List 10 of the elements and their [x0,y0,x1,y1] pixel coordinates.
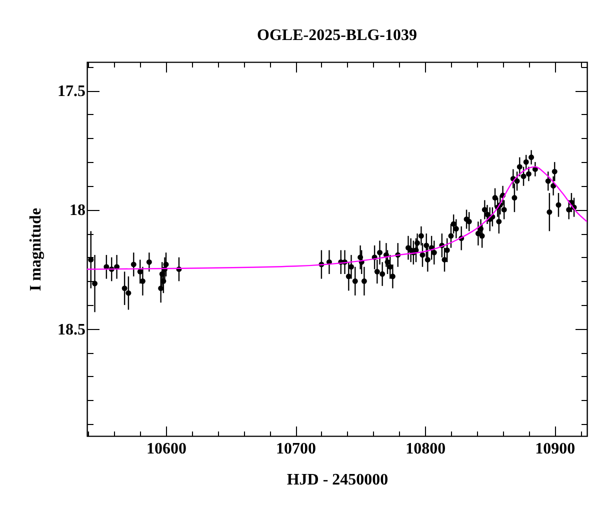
y-tick-label: 17.5 [58,83,86,100]
x-axis-title: HJD - 2450000 [286,472,388,488]
y-tick-label: 18.5 [58,321,86,338]
x-tick-label: 10700 [276,440,316,458]
y-axis-title: I magnitude [28,208,44,292]
x-tick-label: 10800 [406,440,446,458]
x-tick-label: 10600 [146,440,187,458]
y-tick-label: 18 [70,202,86,220]
chart-title: OGLE-2025-BLG-1039 [256,26,418,44]
x-tick-label: 10900 [535,440,576,458]
